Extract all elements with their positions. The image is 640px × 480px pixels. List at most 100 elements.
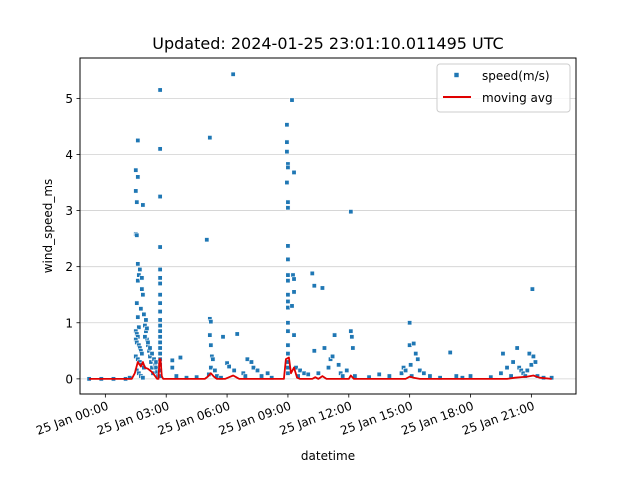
- scatter-point-194: [498, 370, 504, 376]
- scatter-point-191: [459, 375, 465, 381]
- scatter-point-26: [139, 351, 145, 357]
- scatter-point-186: [421, 370, 427, 376]
- scatter-point-128: [285, 256, 291, 262]
- scatter-point-108: [231, 367, 237, 373]
- scatter-point-54: [142, 334, 148, 340]
- scatter-point-189: [447, 349, 453, 355]
- scatter-point-182: [411, 341, 417, 347]
- scatter-point-206: [528, 362, 534, 368]
- scatter-point-156: [315, 370, 321, 376]
- scatter-point-85: [169, 357, 175, 363]
- scatter-point-127: [285, 243, 291, 249]
- scatter-point-66: [157, 194, 163, 200]
- scatter-point-157: [319, 285, 325, 291]
- scatter-point-68: [157, 266, 163, 272]
- scatter-point-168: [348, 328, 354, 334]
- scatter-point-96: [208, 342, 214, 348]
- y-axis-label: wind_speed_ms: [41, 179, 55, 274]
- scatter-point-74: [157, 317, 163, 323]
- scatter-point-208: [530, 353, 536, 359]
- scatter-point-174: [386, 373, 392, 379]
- scatter-point-207: [529, 286, 535, 292]
- scatter-point-64: [157, 87, 163, 93]
- scatter-point-161: [330, 353, 336, 359]
- scatter-point-180: [408, 362, 414, 368]
- scatter-point-61: [153, 365, 159, 371]
- scatter-point-70: [157, 280, 163, 286]
- scatter-point-5: [133, 167, 139, 173]
- scatter-point-42: [141, 311, 147, 317]
- scatter-point-39: [139, 286, 145, 292]
- scatter-point-184: [415, 356, 421, 362]
- scatter-point-126: [285, 205, 291, 211]
- scatter-point-187: [427, 373, 433, 379]
- scatter-point-154: [311, 283, 317, 289]
- scatter-point-140: [285, 370, 291, 376]
- scatter-point-106: [226, 364, 232, 370]
- scatter-point-153: [309, 270, 315, 276]
- scatter-point-71: [157, 292, 163, 298]
- legend-box: [436, 63, 571, 113]
- scatter-point-133: [285, 305, 291, 311]
- legend-label-speed: speed(m/s): [482, 69, 550, 83]
- scatter-point-142: [291, 169, 297, 175]
- legend-label-moving-avg: moving avg: [482, 91, 553, 105]
- scatter-point-145: [291, 289, 297, 295]
- scatter-point-158: [321, 345, 327, 351]
- scatter-point-151: [301, 370, 307, 376]
- scatter-point-114: [250, 365, 256, 371]
- scatter-point-14: [135, 278, 141, 284]
- legend-marker-speed: [453, 72, 460, 78]
- scatter-point-183: [413, 351, 419, 357]
- chart-title: Updated: 2024-01-25 23:01:10.011495 UTC: [152, 34, 503, 53]
- scatter-point-53: [144, 325, 150, 331]
- scatter-point-178: [407, 320, 413, 326]
- scatter-point-69: [157, 275, 163, 281]
- scatter-point-17: [136, 324, 142, 330]
- scatter-point-94: [208, 319, 214, 325]
- scatter-point-159: [326, 365, 332, 371]
- scatter-point-118: [269, 375, 275, 381]
- scatter-point-104: [220, 334, 226, 340]
- scatter-point-36: [137, 266, 143, 272]
- scatter-point-38: [139, 275, 145, 281]
- scatter-point-65: [157, 146, 163, 152]
- scatter-point-130: [285, 278, 291, 284]
- scatter-point-198: [510, 359, 516, 365]
- scatter-point-209: [532, 359, 538, 365]
- y-tick-label-5: 5: [65, 92, 73, 106]
- scatter-point-150: [297, 367, 303, 373]
- scatter-point-111: [242, 373, 248, 379]
- scatter-point-49: [148, 359, 154, 365]
- scatter-point-91: [204, 237, 210, 243]
- scatter-point-95: [207, 332, 213, 338]
- scatter-point-92: [207, 135, 213, 141]
- scatter-point-155: [311, 348, 317, 354]
- scatter-point-170: [350, 345, 356, 351]
- scatter-point-195: [500, 351, 506, 357]
- scatter-point-8: [134, 199, 140, 205]
- scatter-point-79: [157, 345, 163, 351]
- scatter-point-163: [336, 362, 342, 368]
- scatter-point-10: [135, 137, 141, 143]
- scatter-point-56: [147, 345, 153, 351]
- scatter-point-121: [284, 149, 290, 155]
- scatter-point-89: [184, 375, 190, 381]
- scatter-point-112: [244, 356, 250, 362]
- scatter-point-199: [514, 345, 520, 351]
- scatter-point-136: [285, 342, 291, 348]
- scatter-point-113: [248, 359, 254, 365]
- scatter-point-185: [417, 367, 423, 373]
- scatter-point-188: [437, 375, 443, 381]
- scatter-point-80: [157, 351, 163, 357]
- scatter-point-123: [285, 164, 291, 170]
- scatter-point-165: [340, 373, 346, 379]
- scatter-point-167: [348, 209, 354, 215]
- scatter-point-124: [284, 180, 290, 186]
- scatter-point-204: [524, 367, 530, 373]
- scatter-point-119: [284, 122, 290, 128]
- scatter-point-72: [157, 300, 163, 306]
- y-tick-label-2: 2: [65, 260, 73, 274]
- scatter-point-73: [157, 309, 163, 315]
- scatter-point-162: [332, 332, 338, 338]
